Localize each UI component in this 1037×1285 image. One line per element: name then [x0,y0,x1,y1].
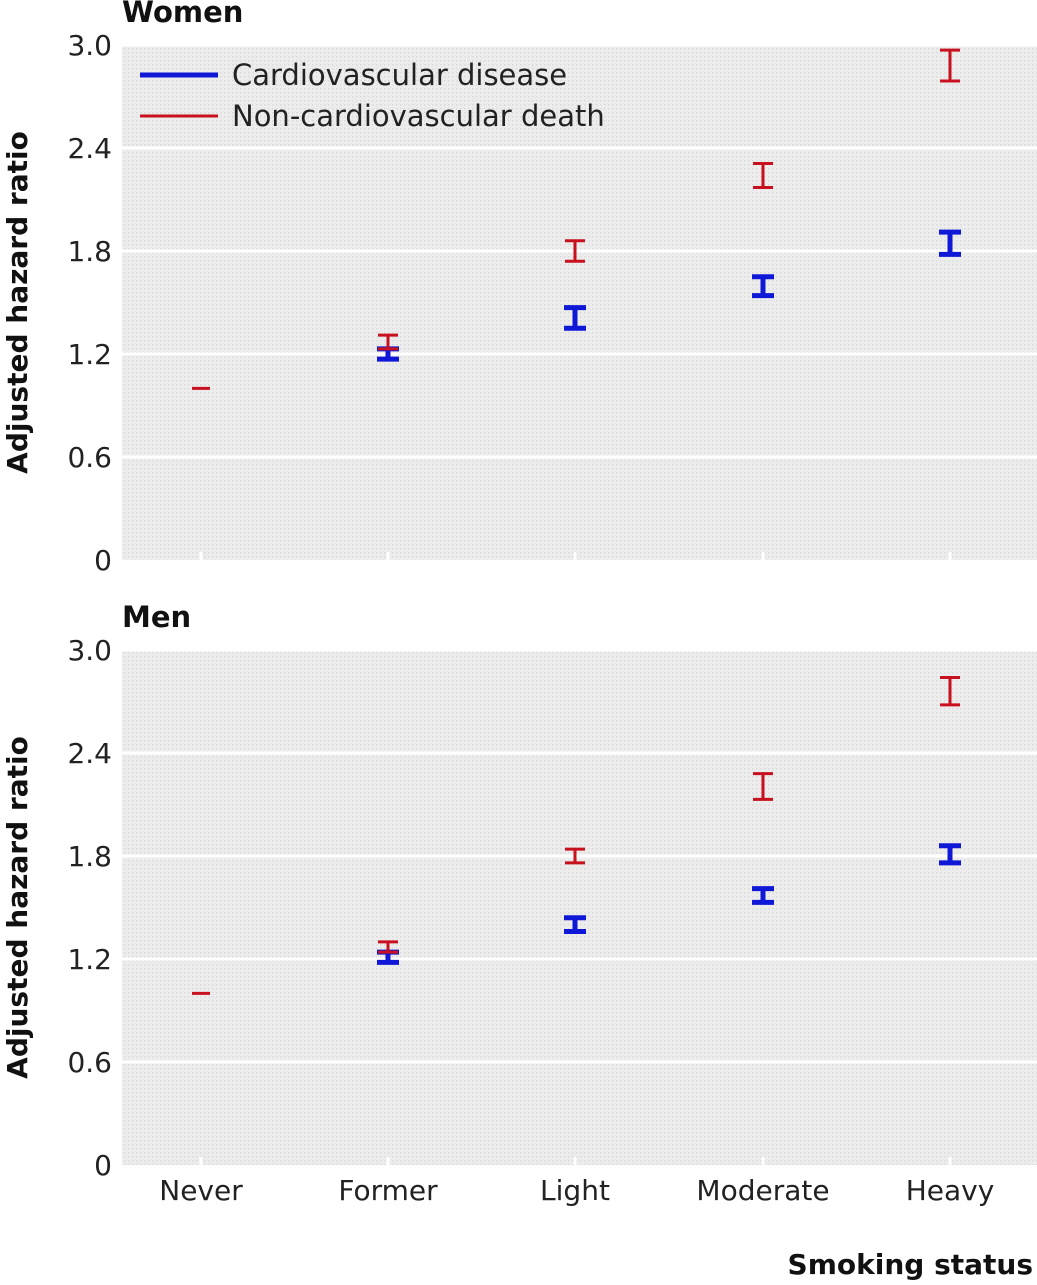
y-tick-label: 1.2 [67,338,112,371]
y-tick-label: 3.0 [67,29,112,62]
x-tick-label: Heavy [906,1174,995,1207]
y-tick-label: 2.4 [67,132,112,165]
error-bar [565,847,585,865]
plot-area [122,45,1037,560]
x-tick-label: Moderate [696,1174,829,1207]
x-axis-title: Smoking status [788,1248,1033,1280]
error-bar [753,772,773,801]
y-axis-title: Adjusted hazard ratio [1,131,34,474]
panel-title: Women [122,0,243,29]
x-tick-label: Never [159,1174,243,1207]
y-tick-label: 1.8 [67,235,112,268]
series-cardiovascular-disease [377,229,961,362]
panel-women: 0 0.6 1.2 1.8 2.4 3.0 Women Adjusted hazard rat… [1,0,1037,577]
panel-title: Men [122,600,191,634]
series-non-cardiovascular-death [192,675,960,995]
error-bar [378,333,398,351]
error-bar [565,239,585,263]
error-bar [939,229,961,257]
y-tick-label: 2.4 [67,737,112,770]
y-tick-label: 3.0 [67,634,112,667]
error-bar [940,48,960,83]
y-tick-label: 0 [94,1149,112,1182]
y-tick-label: 1.2 [67,943,112,976]
x-tick-label: Former [338,1174,438,1207]
error-bar [940,675,960,707]
error-bar [939,843,961,866]
y-tick-label: 1.8 [67,840,112,873]
y-tick-label: 0.6 [67,1046,112,1079]
x-tick-label: Light [540,1174,610,1207]
error-bar [564,915,586,935]
error-bar [564,305,586,331]
y-tick-label: 0.6 [67,441,112,474]
error-bar [752,886,774,905]
plot-area [122,650,1037,1165]
legend: Cardiovascular disease Non-cardiovascular… [140,58,605,133]
y-axis-title: Adjusted hazard ratio [1,736,34,1079]
error-bar [752,274,774,299]
error-bar [753,161,773,189]
y-tick-label: 0 [94,544,112,577]
legend-label: Cardiovascular disease [232,58,567,92]
series-non-cardiovascular-death [192,48,960,390]
error-bar [378,940,398,954]
panel-men: 0 0.6 1.2 1.8 2.4 3.0 Never Former Light Moderate… [1,600,1037,1207]
legend-label: Non-cardiovascular death [232,99,605,133]
